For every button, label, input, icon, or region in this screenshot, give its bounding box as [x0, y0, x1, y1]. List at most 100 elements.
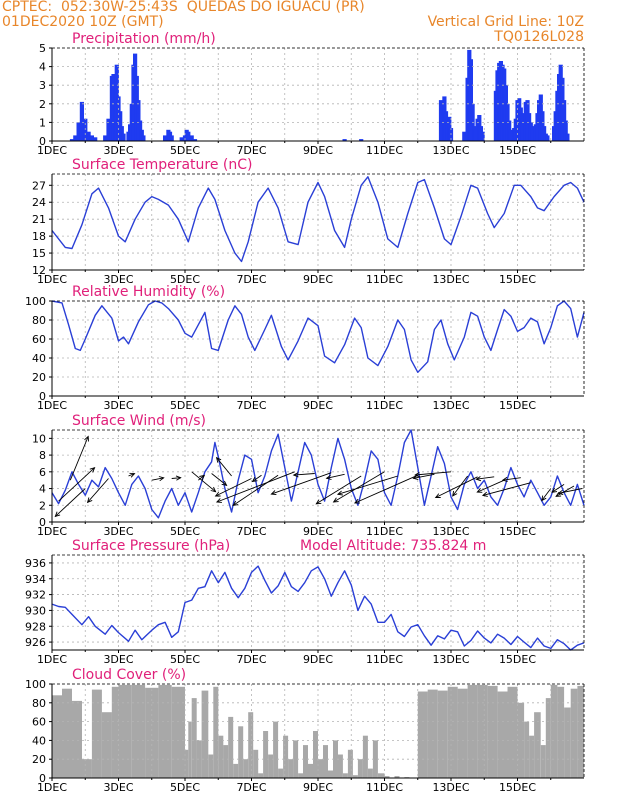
wind-arrow	[316, 475, 362, 505]
cloud-bar	[223, 745, 229, 778]
x-tick-label: 3DEC	[103, 399, 133, 412]
precip-bar	[79, 101, 84, 141]
wind-arrow	[415, 471, 452, 476]
x-tick-label: 11DEC	[366, 144, 403, 157]
cloud-bar	[347, 749, 353, 778]
y-tick-label: 80	[32, 697, 46, 710]
x-tick-label: 15DEC	[499, 399, 536, 412]
cloud-bar	[258, 773, 264, 778]
wind-arrow	[413, 473, 435, 479]
x-tick-label: 13DEC	[432, 273, 469, 286]
x-tick-label: 5DEC	[170, 399, 200, 412]
cloud-bar	[362, 735, 368, 778]
x-tick-label: 7DEC	[236, 273, 266, 286]
x-tick-label: 11DEC	[366, 525, 403, 538]
cloud-bar	[427, 689, 438, 778]
wind-arrow-head	[86, 497, 93, 504]
cloud-bar	[273, 721, 279, 778]
precip-bar	[119, 126, 124, 141]
wind-arrow	[58, 467, 95, 502]
model-altitude: Model Altitude: 735.824 m	[300, 538, 486, 554]
wind-arrow	[69, 436, 89, 481]
cloud-bar	[201, 690, 209, 778]
x-tick-label: 9DEC	[303, 399, 333, 412]
x-tick-label: 7DEC	[236, 399, 266, 412]
x-tick-label: 3DEC	[103, 144, 133, 157]
precip-bar	[462, 131, 467, 141]
wind-arrow	[271, 472, 332, 495]
precip-bar	[141, 135, 146, 141]
cloud-bar	[534, 712, 541, 778]
cloud-bar	[228, 716, 234, 778]
x-tick-label: 9DEC	[303, 273, 333, 286]
wind-arrow-head	[541, 495, 547, 502]
x-tick-label: 3DEC	[103, 273, 133, 286]
x-tick-label: 3DEC	[103, 525, 133, 538]
y-tick-label: 20	[32, 371, 46, 384]
cloud-bar	[158, 684, 172, 778]
panel-title: Relative Humidity (%)	[72, 284, 225, 300]
cloud-bar	[288, 759, 294, 778]
y-tick-label: 27	[32, 179, 46, 192]
precip-bar	[438, 100, 444, 141]
cloud-bar	[188, 721, 192, 778]
cloud-bar	[352, 775, 358, 778]
wind-arrow	[476, 476, 495, 480]
panel-title: Surface Temperature (nC)	[72, 157, 253, 173]
wind-arrow-head	[414, 472, 420, 478]
cloud-bar	[384, 776, 390, 778]
y-tick-label: 0	[39, 135, 46, 148]
panel-3: 0 20 40 60 80 100 1DEC 3DEC 5DEC 7DEC 9DEC 11DEC 13D…	[25, 284, 585, 412]
x-tick-label: 11DEC	[366, 653, 403, 666]
x-tick-label: 9DEC	[303, 525, 333, 538]
cloud-bar	[303, 745, 308, 778]
wind-arrow-head	[292, 472, 299, 478]
cloud-bar	[208, 754, 214, 778]
precip-bar	[73, 135, 78, 141]
wind-arrow-head	[54, 511, 61, 518]
wind-arrow-head	[221, 480, 228, 487]
wind-arrow	[198, 475, 205, 481]
x-tick-label: 7DEC	[236, 653, 266, 666]
cloud-bar	[111, 686, 119, 778]
x-tick-label: 5DEC	[170, 273, 200, 286]
x-tick-label: 1DEC	[37, 781, 67, 794]
x-tick-label: 13DEC	[432, 144, 469, 157]
precip-bar	[468, 59, 473, 142]
wind-arrow-head	[129, 472, 136, 478]
cloud-bar	[91, 689, 102, 778]
wind-arrow	[211, 473, 227, 486]
precip-bar	[342, 139, 347, 141]
cloud-bar	[507, 686, 518, 778]
cloud-bar	[437, 690, 448, 778]
cloud-bar	[313, 731, 318, 778]
wind-arrow-head	[232, 500, 239, 506]
cloud-bar	[268, 754, 274, 778]
wind-arrow	[551, 484, 565, 493]
cloud-bar	[298, 773, 304, 778]
cloud-bar	[377, 773, 385, 778]
wind-arrow-head	[175, 475, 182, 481]
y-tick-label: 2	[39, 98, 46, 111]
cloud-bar	[243, 759, 249, 778]
y-tick-label: 60	[32, 333, 46, 346]
precip-bar	[542, 126, 547, 141]
x-tick-label: 13DEC	[432, 653, 469, 666]
wind-arrow-head	[481, 491, 488, 497]
wind-arrow	[293, 473, 315, 476]
cloud-bar	[318, 759, 323, 778]
wind-arrow-head	[199, 474, 206, 481]
series-line	[51, 300, 585, 373]
y-tick-label: 100	[25, 678, 46, 691]
y-tick-label: 936	[25, 557, 46, 570]
precip-bar	[76, 122, 81, 141]
x-tick-label: 13DEC	[432, 525, 469, 538]
precip-bar	[359, 139, 364, 141]
precip-bar	[545, 135, 550, 141]
x-tick-label: 11DEC	[366, 273, 403, 286]
precip-bar	[563, 120, 568, 141]
panel-2: 12 15 18 21 24 27 1DEC 3DEC 5DEC 7DEC 9DEC 11DEC 13D…	[32, 157, 585, 286]
y-tick-label: 40	[32, 352, 46, 365]
cloud-bar	[372, 740, 378, 778]
